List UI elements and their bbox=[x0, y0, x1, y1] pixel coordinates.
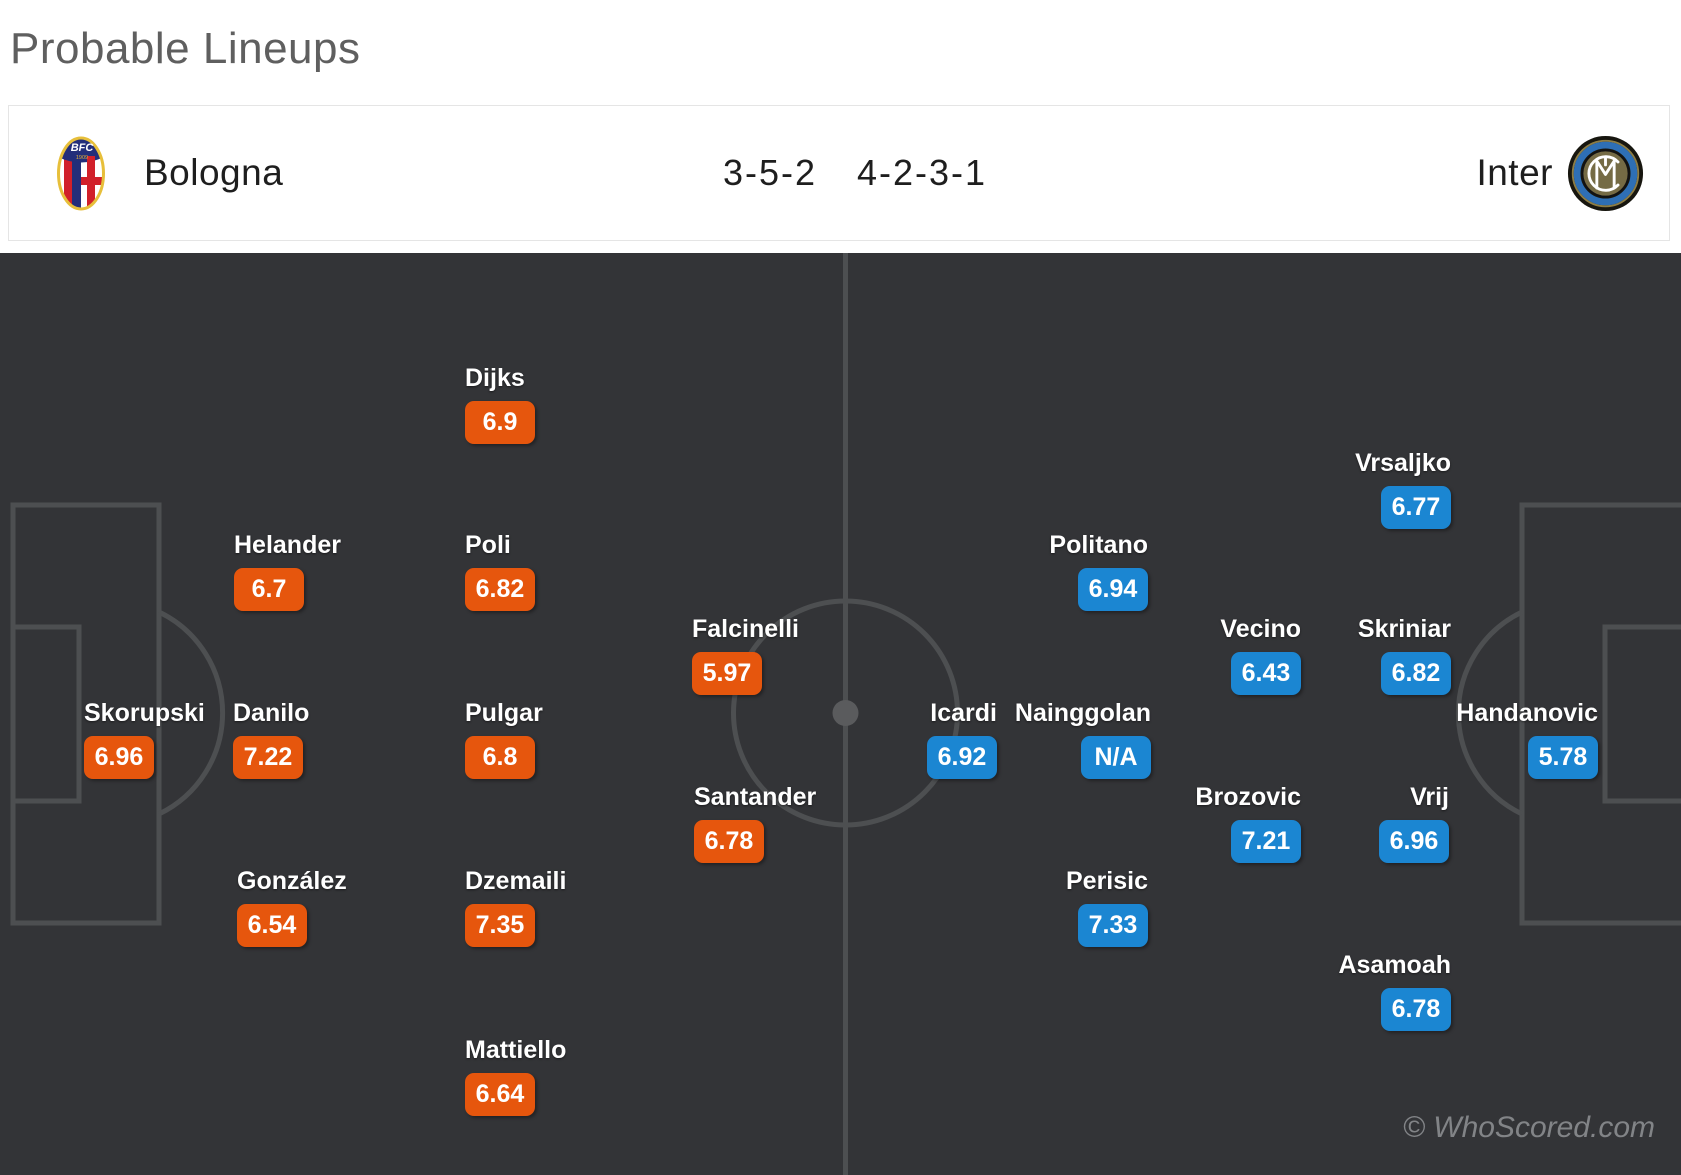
players-layer: Skorupski 6.96 Helander 6.7 Danilo 7.22 Gonzál… bbox=[0, 253, 1681, 1175]
player-name: Vrij bbox=[1410, 783, 1449, 811]
player-name: Santander bbox=[694, 783, 817, 811]
player-helander[interactable]: Helander 6.7 bbox=[234, 530, 341, 611]
player-name: Asamoah bbox=[1338, 951, 1451, 979]
player-rating-badge: 5.78 bbox=[1528, 736, 1598, 779]
player-brozovic[interactable]: Brozovic 7.21 bbox=[1195, 782, 1301, 863]
player-name: Handanovic bbox=[1456, 699, 1598, 727]
page-title: Probable Lineups bbox=[10, 24, 361, 73]
inter-crest-icon bbox=[1567, 135, 1644, 211]
player-name: Icardi bbox=[930, 699, 997, 727]
center-spot bbox=[832, 700, 859, 726]
player-rating-badge: 7.22 bbox=[233, 736, 303, 779]
player-name: Brozovic bbox=[1195, 783, 1301, 811]
player-name: Politano bbox=[1049, 531, 1148, 559]
player-rating-badge: 6.94 bbox=[1078, 568, 1148, 611]
player-rating-badge: 7.35 bbox=[465, 904, 535, 947]
player-rating-badge: 6.43 bbox=[1231, 652, 1301, 695]
player-rating-badge: 5.97 bbox=[692, 652, 762, 695]
player-rating-badge: 6.78 bbox=[1381, 988, 1451, 1031]
player-nainggolan[interactable]: Nainggolan N/A bbox=[1015, 698, 1151, 779]
player-santander[interactable]: Santander 6.78 bbox=[694, 782, 816, 863]
player-name: Pulgar bbox=[465, 699, 543, 727]
home-team-header: BFC 1909 Bologna bbox=[56, 106, 283, 240]
player-rating-badge: 6.77 bbox=[1381, 486, 1451, 529]
player-gonzález[interactable]: González 6.54 bbox=[237, 866, 347, 947]
player-rating-badge: 6.64 bbox=[465, 1073, 535, 1116]
away-formation: 4-2-3-1 bbox=[856, 152, 988, 193]
player-name: Poli bbox=[465, 531, 511, 559]
player-icardi[interactable]: Icardi 6.92 bbox=[927, 698, 997, 779]
player-name: Skriniar bbox=[1357, 615, 1451, 643]
player-name: Falcinelli bbox=[692, 615, 799, 643]
player-handanovic[interactable]: Handanovic 5.78 bbox=[1456, 698, 1598, 779]
player-name: Skorupski bbox=[84, 699, 205, 727]
player-perisic[interactable]: Perisic 7.33 bbox=[1066, 866, 1148, 947]
svg-text:1909: 1909 bbox=[76, 155, 88, 161]
player-rating-badge: 6.96 bbox=[84, 736, 154, 779]
player-rating-badge: 6.78 bbox=[694, 820, 764, 863]
player-name: Vrsaljko bbox=[1355, 449, 1451, 477]
player-asamoah[interactable]: Asamoah 6.78 bbox=[1338, 950, 1451, 1031]
player-name: Dzemaili bbox=[465, 867, 567, 895]
player-rating-badge: 6.8 bbox=[465, 736, 535, 779]
svg-text:BFC: BFC bbox=[71, 142, 95, 154]
player-danilo[interactable]: Danilo 7.22 bbox=[233, 698, 309, 779]
player-mattiello[interactable]: Mattiello 6.64 bbox=[465, 1035, 566, 1116]
player-name: Nainggolan bbox=[1014, 699, 1151, 727]
player-name: Dijks bbox=[465, 364, 525, 392]
watermark: © WhoScored.com bbox=[1402, 1111, 1655, 1144]
player-rating-badge: N/A bbox=[1081, 736, 1151, 779]
pitch: Skorupski 6.96 Helander 6.7 Danilo 7.22 Gonzál… bbox=[0, 253, 1681, 1175]
player-name: Vecino bbox=[1220, 615, 1301, 643]
left-penalty-arc bbox=[157, 609, 226, 817]
player-rating-badge: 7.21 bbox=[1231, 820, 1301, 863]
player-vrij[interactable]: Vrij 6.96 bbox=[1379, 782, 1449, 863]
player-rating-badge: 6.92 bbox=[927, 736, 997, 779]
player-rating-badge: 6.54 bbox=[237, 904, 307, 947]
away-team-name: Inter bbox=[1476, 152, 1553, 193]
away-team-header: Inter bbox=[1476, 106, 1644, 240]
player-skorupski[interactable]: Skorupski 6.96 bbox=[84, 698, 205, 779]
player-name: Mattiello bbox=[465, 1036, 567, 1064]
home-team-name: Bologna bbox=[144, 152, 284, 193]
player-name: Perisic bbox=[1065, 867, 1148, 895]
player-name: González bbox=[237, 867, 347, 895]
player-name: Helander bbox=[234, 531, 341, 559]
player-dzemaili[interactable]: Dzemaili 7.35 bbox=[465, 866, 566, 947]
lineups-header: BFC 1909 Bologna 3-5-2 4-2-3-1 Inter bbox=[8, 105, 1670, 241]
player-rating-badge: 6.96 bbox=[1379, 820, 1449, 863]
player-politano[interactable]: Politano 6.94 bbox=[1049, 530, 1148, 611]
player-rating-badge: 6.9 bbox=[465, 401, 535, 444]
player-name: Danilo bbox=[233, 699, 310, 727]
player-vrsaljko[interactable]: Vrsaljko 6.77 bbox=[1355, 448, 1451, 529]
player-pulgar[interactable]: Pulgar 6.8 bbox=[465, 698, 543, 779]
player-rating-badge: 7.33 bbox=[1078, 904, 1148, 947]
right-penalty-area bbox=[1519, 502, 1681, 926]
player-rating-badge: 6.82 bbox=[465, 568, 535, 611]
player-skriniar[interactable]: Skriniar 6.82 bbox=[1358, 614, 1451, 695]
bologna-crest-icon: BFC 1909 bbox=[57, 136, 105, 210]
player-dijks[interactable]: Dijks 6.9 bbox=[465, 363, 535, 444]
pitch-markings bbox=[10, 253, 1681, 1175]
player-poli[interactable]: Poli 6.82 bbox=[465, 530, 535, 611]
player-vecino[interactable]: Vecino 6.43 bbox=[1220, 614, 1301, 695]
left-six-yard-box bbox=[10, 624, 82, 804]
player-rating-badge: 6.82 bbox=[1381, 652, 1451, 695]
right-six-yard-box bbox=[1602, 624, 1681, 804]
player-falcinelli[interactable]: Falcinelli 5.97 bbox=[692, 614, 799, 695]
right-penalty-arc bbox=[1455, 609, 1524, 817]
home-formation: 3-5-2 bbox=[722, 152, 817, 193]
center-circle bbox=[731, 598, 960, 828]
player-rating-badge: 6.7 bbox=[234, 568, 304, 611]
formations: 3-5-2 4-2-3-1 bbox=[723, 152, 987, 194]
